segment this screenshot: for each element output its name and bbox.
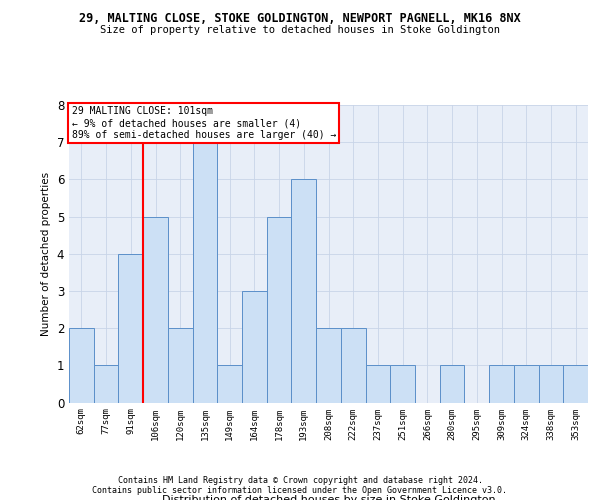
Bar [316,328,341,402]
X-axis label: Distribution of detached houses by size in Stoke Goldington: Distribution of detached houses by size … [161,495,496,500]
Bar [440,366,464,403]
Bar [242,291,267,403]
Bar [143,216,168,402]
Bar [341,328,365,402]
Bar [193,142,217,403]
Text: Contains public sector information licensed under the Open Government Licence v3: Contains public sector information licen… [92,486,508,495]
Bar [365,366,390,403]
Text: Contains HM Land Registry data © Crown copyright and database right 2024.: Contains HM Land Registry data © Crown c… [118,476,482,485]
Bar [390,366,415,403]
Bar [267,216,292,402]
Bar [563,366,588,403]
Text: 29 MALTING CLOSE: 101sqm
← 9% of detached houses are smaller (4)
89% of semi-det: 29 MALTING CLOSE: 101sqm ← 9% of detache… [71,106,336,140]
Bar [118,254,143,402]
Bar [168,328,193,402]
Bar [292,180,316,402]
Text: Size of property relative to detached houses in Stoke Goldington: Size of property relative to detached ho… [100,25,500,35]
Bar [514,366,539,403]
Bar [69,328,94,402]
Bar [489,366,514,403]
Text: 29, MALTING CLOSE, STOKE GOLDINGTON, NEWPORT PAGNELL, MK16 8NX: 29, MALTING CLOSE, STOKE GOLDINGTON, NEW… [79,12,521,26]
Bar [539,366,563,403]
Bar [94,366,118,403]
Y-axis label: Number of detached properties: Number of detached properties [41,172,51,336]
Bar [217,366,242,403]
